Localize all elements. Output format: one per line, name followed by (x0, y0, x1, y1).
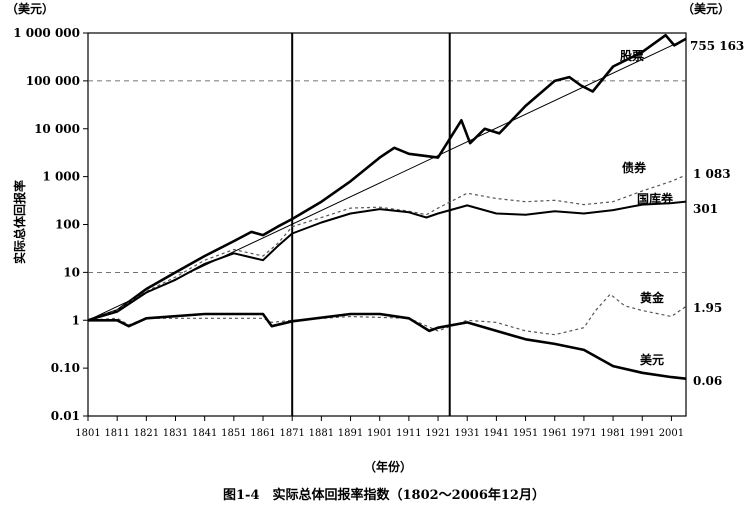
x-tick-label: 1911 (396, 428, 421, 439)
y-tick-label: 1 (72, 313, 80, 327)
series-lines (87, 33, 687, 380)
bonds-line (87, 174, 687, 321)
x-tick-label: 1951 (513, 428, 538, 439)
bonds-label: 债券 (622, 160, 647, 175)
dollar-end-value: 0.06 (693, 374, 722, 388)
x-axis-ticks: 1801 1811 1821 1831 1841 1851 1861 1871 1881 1891… (75, 416, 684, 439)
stocks-label: 股票 (620, 48, 644, 63)
x-tick-label: 1801 (75, 428, 100, 439)
x-tick-label: 2001 (659, 428, 684, 439)
x-tick-label: 1871 (279, 428, 304, 439)
x-tick-label: 1931 (454, 428, 479, 439)
bills-label: 国库券 (637, 191, 674, 206)
y-axis-title: 实际总体回报率 (12, 180, 27, 264)
bonds-end-value: 1 083 (693, 167, 731, 181)
x-tick-label: 1811 (104, 428, 129, 439)
y-tick-label: 0.01 (51, 409, 80, 423)
y-tick-label: 1 000 000 (13, 26, 80, 40)
figure-caption: 图1-4 实际总体回报率指数（1802～2006年12月） (223, 487, 545, 503)
x-tick-label: 1891 (338, 428, 363, 439)
y-tick-label: 10 000 (34, 122, 80, 136)
x-tick-label: 1941 (484, 428, 509, 439)
x-axis-title: （年份） (364, 459, 412, 474)
x-tick-label: 1991 (630, 428, 655, 439)
y-unit-left: （美元） (6, 1, 54, 16)
y-tick-label: 1 000 (42, 170, 80, 184)
bills-line (87, 200, 687, 322)
gold-end-value: 1.95 (693, 301, 722, 315)
x-tick-label: 1851 (221, 428, 246, 439)
x-tick-label: 1821 (134, 428, 159, 439)
x-tick-label: 1841 (192, 428, 217, 439)
x-tick-label: 1881 (309, 428, 334, 439)
y-tick-label: 100 (55, 218, 80, 232)
x-tick-label: 1961 (542, 428, 567, 439)
x-tick-label: 1901 (367, 428, 392, 439)
stocks-end-value: 755 163 (690, 39, 744, 53)
x-tick-label: 1981 (600, 428, 625, 439)
x-tick-label: 1921 (425, 428, 450, 439)
plot-frame (87, 32, 687, 417)
dollar-label: 美元 (640, 352, 664, 367)
y-axis-ticks: 0.01 0.10 1 10 100 1 000 10 000 100 000 1 000 00… (13, 26, 88, 423)
y-tick-label: 0.10 (51, 361, 80, 375)
gridlines (88, 80, 686, 273)
gold-label: 黄金 (640, 290, 665, 305)
x-tick-label: 1971 (571, 428, 596, 439)
y-tick-label: 100 000 (26, 74, 80, 88)
x-tick-label: 1861 (250, 428, 275, 439)
y-tick-label: 10 (63, 265, 80, 279)
stocks-line (87, 33, 687, 322)
y-unit-right: （美元） (682, 1, 730, 16)
x-tick-label: 1831 (163, 428, 188, 439)
dollar-line (88, 312, 687, 380)
series-labels: 股票 755 163 债券 1 083 国库券 301 黄金 1.95 美元 0.06 (620, 39, 744, 388)
bills-end-value: 301 (693, 202, 718, 216)
